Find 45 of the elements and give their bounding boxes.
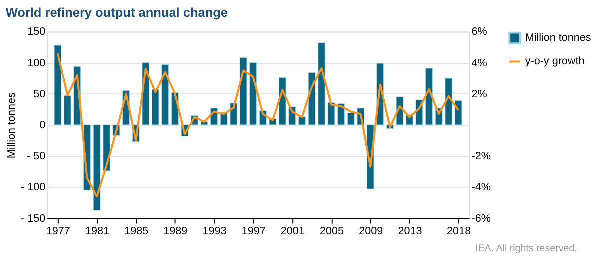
y2-tick-label: 4% (472, 57, 488, 70)
x-tick-label: 2009 (359, 226, 384, 238)
x-tick-label: 2013 (398, 226, 422, 238)
y-tick-label: - 150 (21, 212, 46, 225)
y-tick-label: 50 (34, 88, 46, 100)
legend-label: y-o-y growth (525, 56, 585, 68)
y-tick-label: 150 (28, 26, 46, 38)
legend-label: Million tonnes (525, 32, 592, 44)
bar (162, 64, 170, 126)
bar (54, 45, 62, 126)
y2-tick-label: -4% (472, 182, 492, 194)
line-series (56, 52, 460, 198)
bar (93, 124, 101, 211)
bar (298, 116, 306, 126)
x-tick-label: 2018 (447, 226, 472, 238)
bar (318, 42, 326, 126)
y-tick-label: 0 (40, 120, 46, 132)
bar (454, 100, 462, 126)
y-tick-label: - 100 (21, 182, 46, 194)
y-tick-label: 100 (28, 57, 46, 70)
x-tick-label: 1997 (242, 226, 266, 238)
x-tick-label: 1993 (202, 226, 227, 238)
bar (250, 62, 258, 126)
y2-tick-label: -6% (472, 212, 492, 225)
y-axis-title: Million tonnes (6, 92, 18, 159)
x-tick-label: 1981 (85, 226, 110, 238)
chart-title: World refinery output annual change (6, 5, 228, 20)
y2-tick-label: -2% (472, 150, 492, 163)
y2-tick-label: 2% (472, 88, 488, 100)
bar (347, 112, 355, 126)
x-tick-label: 1985 (124, 226, 149, 238)
y-tick-label: - 50 (27, 150, 46, 163)
x-tick-label: 2005 (320, 226, 344, 238)
bar (445, 78, 453, 126)
bar (240, 58, 248, 126)
x-tick-label: 1977 (46, 226, 70, 238)
y2-tick-label: 6% (472, 26, 488, 38)
bar (64, 96, 72, 126)
x-tick-label: 2001 (280, 226, 305, 238)
bar (328, 102, 336, 126)
bar (426, 68, 433, 126)
bar (200, 122, 208, 126)
text: IEA. All rights reserved. (476, 244, 578, 255)
bar (152, 89, 160, 126)
x-tick-label: 1989 (164, 226, 188, 238)
